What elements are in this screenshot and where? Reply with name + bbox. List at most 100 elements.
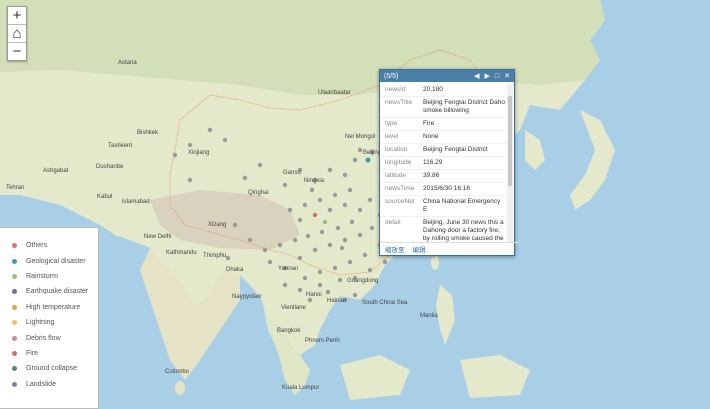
- popup-title: (5/5): [384, 72, 399, 80]
- place-label: Colombo: [165, 369, 190, 375]
- legend-item: Geological disaster: [0, 253, 98, 268]
- place-label: Tehran: [6, 185, 25, 191]
- legend-label: Fire: [26, 349, 39, 357]
- place-label: Kathmandu: [166, 250, 197, 256]
- place-label: Bishkek: [137, 130, 159, 136]
- place-label: Kuala Lumpur: [282, 385, 320, 391]
- place-label: Islamabad: [122, 199, 150, 205]
- place-label: Nei Mongol: [345, 134, 376, 140]
- legend-dot: [12, 258, 17, 264]
- place-label: Naypyidaw: [232, 294, 262, 300]
- legend-dot: [12, 273, 17, 279]
- field-key: latitude: [385, 172, 406, 179]
- field-key: detail: [385, 219, 401, 226]
- place-label: Bangkok: [277, 328, 301, 334]
- next-icon[interactable]: ▶: [484, 73, 490, 80]
- previous-icon[interactable]: ◀: [474, 73, 480, 80]
- legend-label: Others: [26, 242, 48, 250]
- field-row: location Beijing Fengtai District: [380, 144, 506, 157]
- field-row: newsId 20,180: [380, 84, 506, 97]
- place-label: Dhaka: [226, 267, 244, 273]
- edit-link[interactable]: 编辑: [412, 247, 426, 254]
- place-label: Yunnan: [278, 266, 299, 272]
- place-label: Xinjiang: [188, 150, 210, 156]
- place-label: Qinghai: [248, 190, 269, 196]
- place-label: Ulaanbaatar: [318, 90, 351, 96]
- legend-label: Debris flow: [26, 334, 61, 342]
- place-label: Guangdong: [347, 278, 379, 284]
- popup-scrollbar[interactable]: [507, 84, 513, 242]
- popup-fields[interactable]: newsId 20,180 newsTitle Beijing Fengtai Di…: [380, 84, 506, 242]
- place-label: Dushanbe: [96, 164, 124, 170]
- place-label: Manila: [420, 313, 438, 319]
- legend-label: Earthquake disaster: [26, 288, 89, 296]
- legend-item: Earthquake disaster: [0, 284, 98, 299]
- legend-dot: [12, 289, 17, 295]
- place-label: Phnom Penh: [305, 338, 340, 344]
- legend-label: Landslide: [26, 380, 56, 388]
- place-label: Vientiane: [281, 305, 306, 311]
- field-value: Fire: [423, 120, 435, 127]
- place-label: Ashgabat: [43, 168, 69, 174]
- zoom-to-link[interactable]: 缩放至: [385, 247, 405, 254]
- field-key: newsTitle: [385, 99, 413, 106]
- field-row: longitude 116.29: [380, 157, 506, 170]
- place-label: South China Sea: [362, 300, 408, 306]
- field-key: sourceNet: [385, 198, 415, 205]
- field-value: None: [423, 133, 439, 140]
- field-row: type Fire: [380, 118, 506, 131]
- legend-label: Rainstorm: [26, 272, 58, 280]
- legend-item: Debris flow: [0, 330, 98, 345]
- place-label: Hainan: [327, 298, 347, 304]
- scroll-thumb[interactable]: [508, 96, 512, 186]
- place-label: Tashkent: [108, 143, 133, 149]
- field-key: location: [385, 146, 408, 153]
- field-value: 20,180: [423, 86, 443, 93]
- legend-item: Fire: [0, 346, 98, 361]
- legend-item: High temperature: [0, 300, 98, 315]
- place-label: Hanoi: [306, 292, 322, 298]
- field-row: latitude 39.86: [380, 170, 506, 183]
- legend-item: Rainstorm: [0, 269, 98, 284]
- field-value: China National Emergency E: [423, 198, 501, 213]
- field-key: level: [385, 133, 399, 140]
- info-popup: (5/5) ◀ ▶ □ ✕ newsId 20,180 newsTitle Beij…: [379, 69, 519, 256]
- zoom-out-button[interactable]: −: [12, 43, 22, 60]
- legend-dot: [12, 335, 17, 341]
- home-button[interactable]: ⌂: [8, 25, 26, 43]
- field-row: level None: [380, 131, 506, 144]
- legend-label: High temperature: [26, 303, 81, 311]
- basemap[interactable]: [0, 0, 710, 400]
- field-value: Beijing Fengtai District Daho smoke bill…: [423, 99, 506, 114]
- field-row: sourceNet China National Emergency E: [380, 196, 506, 217]
- legend-item: Landslide: [0, 377, 98, 392]
- place-label: Xizang: [208, 222, 227, 228]
- event-markers[interactable]: [172, 127, 398, 303]
- legend-panel: Others Geological disaster Rainstorm Ear…: [0, 227, 99, 409]
- field-key: newsTime: [385, 185, 415, 192]
- legend-dot: [12, 320, 17, 326]
- field-row: newsTitle Beijing Fengtai District Daho s…: [380, 97, 506, 118]
- close-icon[interactable]: ✕: [504, 73, 510, 80]
- place-label: Ningxia: [304, 178, 325, 184]
- legend-dot: [12, 366, 17, 372]
- field-value: Beijing Fengtai District: [423, 146, 488, 153]
- place-label: Kabul: [97, 194, 113, 200]
- place-label: Gansu: [283, 170, 301, 176]
- legend-label: Geological disaster: [26, 257, 86, 265]
- zoom-in-button[interactable]: +: [8, 7, 26, 25]
- legend-item: Ground collapse: [0, 361, 98, 376]
- legend-label: Ground collapse: [26, 365, 77, 373]
- legend-dot: [12, 243, 17, 249]
- place-label: Thimphu: [203, 253, 227, 259]
- place-label: Beijing: [363, 150, 382, 156]
- maximize-icon[interactable]: □: [494, 72, 500, 80]
- legend-item: Lightning: [0, 315, 98, 330]
- field-key: newsId: [385, 86, 406, 93]
- legend-item: Others: [0, 238, 98, 253]
- field-value: Beijing, June 30 news this a Dahong door…: [423, 219, 504, 242]
- field-value: 39.86: [423, 172, 440, 179]
- field-value: 2015/6/30 16:16: [423, 185, 470, 192]
- legend-label: Lightning: [26, 319, 55, 327]
- field-key: longitude: [385, 159, 412, 166]
